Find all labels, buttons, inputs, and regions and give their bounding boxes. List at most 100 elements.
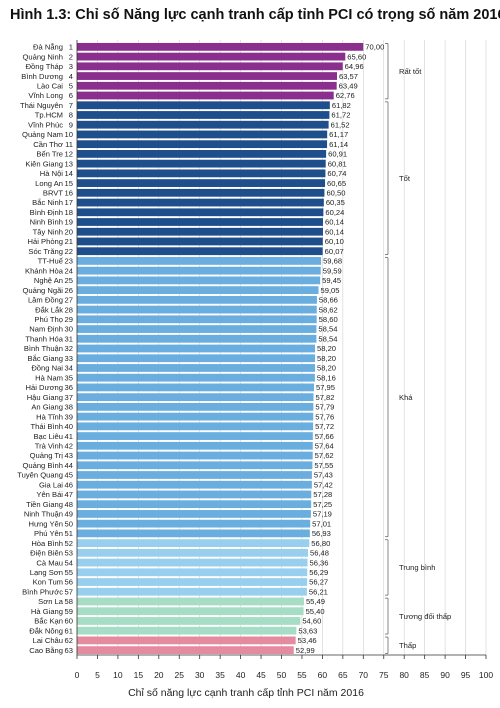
value-label: 52,99: [296, 646, 315, 655]
province-rank: 34: [65, 364, 73, 373]
province-name: Gia Lai: [39, 480, 63, 489]
value-label: 61,52: [331, 120, 350, 129]
group-brackets-layer: Rất tốt Tốt Khá Trung bình Tương đối thấp Thấ…: [385, 43, 451, 654]
province-name: Bắc Giang: [28, 354, 63, 363]
province-rank: 13: [65, 159, 73, 168]
bar: [77, 150, 327, 158]
value-label: 57,66: [315, 432, 334, 441]
province-name: Đà Nẵng: [33, 43, 63, 52]
province-rank: 38: [65, 403, 73, 412]
x-tick-label: 35: [215, 670, 225, 680]
x-tick-label: 15: [134, 670, 144, 680]
province-rank: 9: [69, 120, 73, 129]
province-rank: 14: [65, 169, 73, 178]
x-tick-label: 90: [440, 670, 450, 680]
province-name: Điện Biên: [30, 549, 63, 558]
value-label: 56,36: [310, 558, 329, 567]
province-rank: 26: [65, 286, 73, 295]
bar: [77, 266, 321, 275]
province-name: Vĩnh Long: [28, 91, 63, 100]
bar: [77, 402, 314, 411]
province-rank: 2: [69, 52, 73, 61]
province-name: Hà Tĩnh: [36, 412, 63, 421]
value-label: 61,17: [329, 130, 348, 139]
province-name: Kiên Giang: [25, 159, 63, 168]
province-rank: 47: [65, 490, 73, 499]
province-name: Quảng Trị: [30, 451, 64, 460]
bar: [77, 247, 323, 256]
province-name: Quảng Bình: [22, 461, 63, 470]
province-rank: 62: [65, 636, 73, 645]
group-label: Thấp: [399, 641, 416, 650]
bar: [77, 208, 324, 217]
province-name: Cà Mau: [36, 558, 63, 567]
value-label: 59,68: [323, 257, 342, 266]
value-label: 57,43: [314, 471, 333, 480]
bar: [77, 529, 310, 538]
province-rank: 16: [65, 189, 73, 198]
value-label: 58,20: [317, 354, 336, 363]
value-label: 60,14: [325, 227, 344, 236]
province-name: Sơn La: [38, 597, 64, 606]
bar: [77, 490, 312, 499]
group-label: Rất tốt: [399, 67, 422, 76]
value-label: 57,95: [316, 383, 335, 392]
province-rank: 36: [65, 383, 73, 392]
value-label: 60,81: [328, 159, 347, 168]
province-name: TT-Huế: [38, 257, 64, 266]
value-label: 58,20: [317, 364, 336, 373]
bar: [77, 130, 328, 139]
value-label: 59,05: [321, 286, 340, 295]
x-tick-label: 65: [338, 670, 348, 680]
province-name: Đắk Nông: [29, 626, 63, 635]
province-rank: 31: [65, 334, 73, 343]
province-rank: 23: [65, 257, 73, 266]
bar: [77, 159, 326, 168]
bar: [77, 227, 323, 236]
bar: [77, 364, 316, 372]
bar: [77, 393, 314, 402]
value-label: 61,14: [329, 140, 348, 149]
bar: [77, 646, 294, 655]
bar: [77, 568, 308, 577]
province-name: Hải Dương: [26, 383, 64, 392]
province-rank: 17: [65, 198, 73, 207]
value-label: 59,59: [323, 266, 342, 275]
value-label: 56,80: [311, 539, 330, 548]
bar: [77, 383, 315, 392]
bar: [77, 422, 314, 431]
province-name: Nam Định: [29, 325, 63, 334]
province-name: Bắc Kạn: [34, 617, 63, 626]
value-label: 56,29: [309, 568, 328, 577]
bar: [77, 578, 308, 586]
province-name: Hòa Bình: [31, 539, 63, 548]
value-label: 62,76: [336, 91, 355, 100]
value-label: 55,40: [306, 607, 325, 616]
x-tick-label: 100: [479, 670, 493, 680]
province-name: Thái Nguyên: [20, 101, 63, 110]
province-rank: 35: [65, 373, 73, 382]
province-rank: 10: [65, 130, 73, 139]
value-label: 64,96: [345, 62, 364, 71]
province-rank: 37: [65, 393, 73, 402]
bar: [77, 587, 307, 596]
value-label: 57,82: [315, 393, 334, 402]
bar: [77, 480, 312, 489]
province-name: Nghệ An: [34, 276, 63, 285]
province-rank: 61: [65, 626, 73, 635]
province-name: Hưng Yên: [29, 519, 64, 528]
province-name: Phú Yên: [34, 529, 63, 538]
province-name: Quảng Nam: [22, 130, 63, 139]
bar: [77, 432, 313, 440]
value-label: 56,27: [309, 578, 328, 587]
bar: [77, 111, 330, 119]
value-labels-layer: 70,0065,6064,9663,5763,4962,7661,8261,72…: [296, 43, 385, 655]
value-label: 57,55: [314, 461, 333, 470]
province-labels-layer: Đà Nẵng 1 Quảng Ninh 2 Đồng Tháp 3 Bình Dương 4…: [17, 43, 73, 655]
value-label: 57,42: [314, 480, 333, 489]
x-tick-label: 40: [236, 670, 246, 680]
group-label: Trung bình: [399, 563, 435, 572]
value-label: 65,60: [347, 52, 366, 61]
group-label: Tốt: [399, 174, 411, 183]
group-label: Tương đối thấp: [399, 612, 451, 621]
